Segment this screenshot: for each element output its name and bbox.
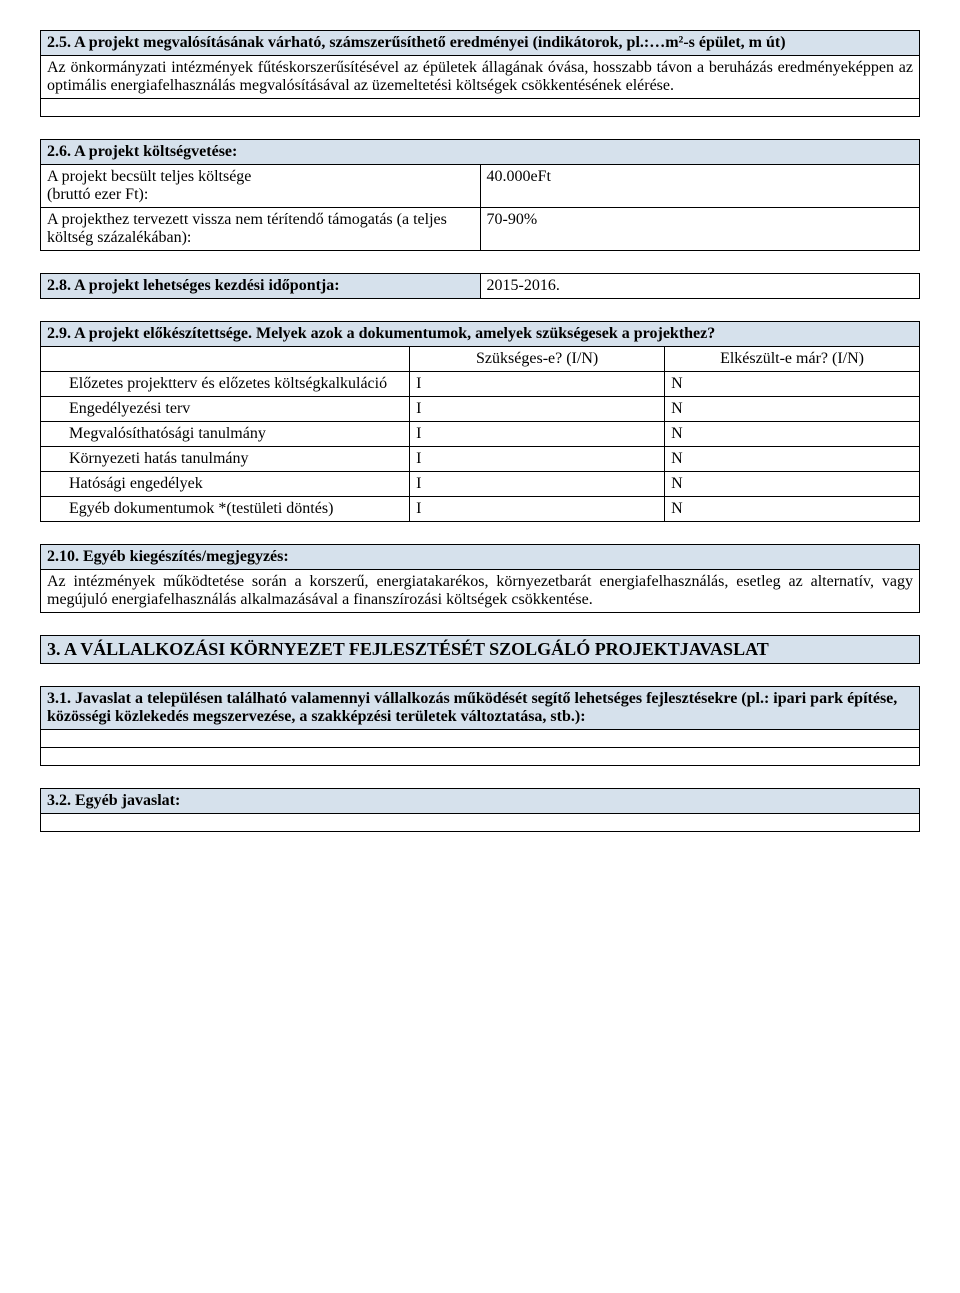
- section-2-5: 2.5. A projekt megvalósításának várható,…: [40, 30, 920, 117]
- doc-required: I: [410, 447, 665, 472]
- section-3-heading-text: A VÁLLALKOZÁSI KÖRNYEZET FEJLESZTÉSÉT SZ…: [61, 639, 769, 659]
- section-2-9: 2.9. A projekt előkészítettsége. Melyek …: [40, 321, 920, 522]
- budget-grant-label: A projekthez tervezett vissza nem téríte…: [41, 208, 481, 251]
- budget-grant-value: 70-90%: [480, 208, 920, 251]
- table-row: Egyéb dokumentumok *(testületi döntés) I…: [41, 497, 920, 522]
- doc-item: Előzetes projektterv és előzetes költség…: [41, 372, 410, 397]
- section-2-5-empty-row: [41, 99, 920, 117]
- section-2-10-body: Az intézmények működtetése során a korsz…: [41, 570, 920, 613]
- section-3-2-heading: 3.2. Egyéb javaslat:: [41, 789, 920, 814]
- doc-ready: N: [665, 422, 920, 447]
- doc-required: I: [410, 422, 665, 447]
- section-3-1-empty-row: [41, 748, 920, 766]
- section-2-5-heading: 2.5. A projekt megvalósításának várható,…: [41, 31, 920, 56]
- table-row: Előzetes projektterv és előzetes költség…: [41, 372, 920, 397]
- section-2-8: 2.8. A projekt lehetséges kezdési időpon…: [40, 273, 920, 299]
- section-3: 3. A VÁLLALKOZÁSI KÖRNYEZET FEJLESZTÉSÉT…: [40, 635, 920, 664]
- docs-table-ready-header: Elkészült-e már? (I/N): [665, 347, 920, 372]
- doc-item: Engedélyezési terv: [41, 397, 410, 422]
- table-row: Hatósági engedélyek I N: [41, 472, 920, 497]
- doc-ready: N: [665, 447, 920, 472]
- doc-ready: N: [665, 372, 920, 397]
- section-2-5-body: Az önkormányzati intézmények fűtéskorsze…: [41, 56, 920, 99]
- doc-item: Megvalósíthatósági tanulmány: [41, 422, 410, 447]
- docs-table-empty-header: [41, 347, 410, 372]
- section-2-6: 2.6. A projekt költségvetése: A projekt …: [40, 139, 920, 251]
- section-2-8-value: 2015-2016.: [480, 274, 920, 299]
- doc-ready: N: [665, 497, 920, 522]
- doc-required: I: [410, 372, 665, 397]
- section-2-9-heading: 2.9. A projekt előkészítettsége. Melyek …: [41, 322, 920, 347]
- section-3-1-empty-row: [41, 730, 920, 748]
- section-3-2-empty-row: [41, 814, 920, 832]
- section-3-1-heading: 3.1. Javaslat a településen található va…: [41, 687, 920, 730]
- doc-ready: N: [665, 397, 920, 422]
- doc-item: Egyéb dokumentumok *(testületi döntés): [41, 497, 410, 522]
- doc-required: I: [410, 497, 665, 522]
- doc-item: Hatósági engedélyek: [41, 472, 410, 497]
- section-3-1: 3.1. Javaslat a településen található va…: [40, 686, 920, 766]
- section-2-10: 2.10. Egyéb kiegészítés/megjegyzés: Az i…: [40, 544, 920, 613]
- section-2-8-heading: 2.8. A projekt lehetséges kezdési időpon…: [41, 274, 481, 299]
- table-row: Megvalósíthatósági tanulmány I N: [41, 422, 920, 447]
- doc-required: I: [410, 397, 665, 422]
- doc-required: I: [410, 472, 665, 497]
- doc-item: Környezeti hatás tanulmány: [41, 447, 410, 472]
- budget-total-label: A projekt becsült teljes költsége (brutt…: [41, 165, 481, 208]
- section-2-10-heading: 2.10. Egyéb kiegészítés/megjegyzés:: [41, 545, 920, 570]
- section-3-2: 3.2. Egyéb javaslat:: [40, 788, 920, 832]
- section-2-6-heading: 2.6. A projekt költségvetése:: [41, 140, 920, 165]
- section-3-heading: 3. A VÁLLALKOZÁSI KÖRNYEZET FEJLESZTÉSÉT…: [41, 636, 920, 664]
- doc-ready: N: [665, 472, 920, 497]
- section-3-heading-num: 3.: [47, 639, 61, 659]
- docs-table-required-header: Szükséges-e? (I/N): [410, 347, 665, 372]
- table-row: Környezeti hatás tanulmány I N: [41, 447, 920, 472]
- table-row: Engedélyezési terv I N: [41, 397, 920, 422]
- budget-total-value: 40.000eFt: [480, 165, 920, 208]
